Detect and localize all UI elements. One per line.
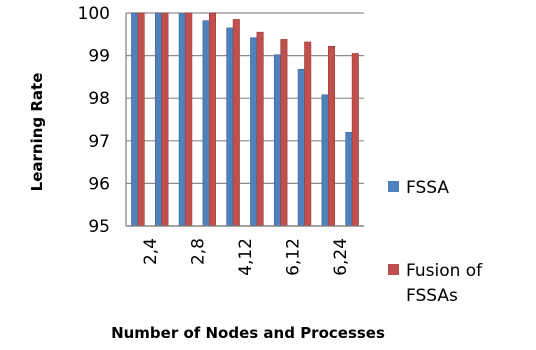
bar-fssa-3	[202, 20, 210, 227]
legend-label-fssa: FSSA	[406, 178, 449, 198]
y-tick-labels: 95 96 97 98 99 100	[78, 4, 110, 237]
x-tick-labels: 2,4 2,8 4,12 6,12 6,24	[141, 238, 351, 276]
legend-swatch-fssa	[388, 181, 399, 192]
legend-label-fusion: Fusion of FSSAs	[406, 261, 483, 306]
bar-fssa-7	[297, 68, 305, 227]
bar-fusion-4	[232, 19, 240, 227]
bar-fusion-7	[304, 41, 312, 227]
y-tick-label: 97	[88, 132, 110, 152]
bar-fssa-4	[226, 27, 234, 227]
bar-fusion-8	[327, 45, 336, 227]
y-axis-title: Learning Rate	[28, 73, 46, 192]
bar-fusion-2	[185, 12, 193, 227]
bar-fssa-1	[154, 12, 163, 227]
axes	[125, 13, 364, 227]
y-tick-label: 99	[88, 47, 110, 67]
bar-fssa-8	[321, 94, 329, 227]
legend-label-fusion-line2: FSSAs	[406, 286, 458, 306]
bar-fssa-5	[250, 37, 258, 227]
x-tick-label: 6,12	[284, 238, 304, 276]
x-tick-label: 2,4	[141, 238, 161, 265]
bar-fssa-2	[178, 13, 186, 227]
x-tick-label: 6,24	[331, 238, 351, 276]
x-tick-label: 4,12	[236, 238, 256, 276]
legend: FSSA Fusion of FSSAs	[388, 178, 483, 306]
bar-fusion-9	[351, 53, 359, 227]
y-tick-label: 96	[88, 174, 110, 194]
bar-fssa-0	[131, 12, 139, 227]
bar-fssa-6	[273, 54, 281, 227]
bar-fusion-3	[209, 12, 217, 227]
bar-fssa-9	[345, 131, 353, 227]
bar-fusion-1	[161, 12, 169, 227]
legend-swatch-fusion	[388, 264, 399, 275]
y-tick-label: 98	[88, 89, 110, 109]
y-tick-label: 100	[78, 4, 110, 24]
bar-fusion-6	[280, 39, 288, 227]
x-axis-title: Number of Nodes and Processes	[111, 324, 385, 342]
legend-label-fusion-line1: Fusion of	[406, 261, 483, 281]
bar-fusion-5	[256, 31, 264, 227]
bar-fusion-0	[137, 12, 145, 227]
x-tick-label: 2,8	[188, 238, 208, 265]
y-tick-label: 95	[88, 217, 110, 237]
